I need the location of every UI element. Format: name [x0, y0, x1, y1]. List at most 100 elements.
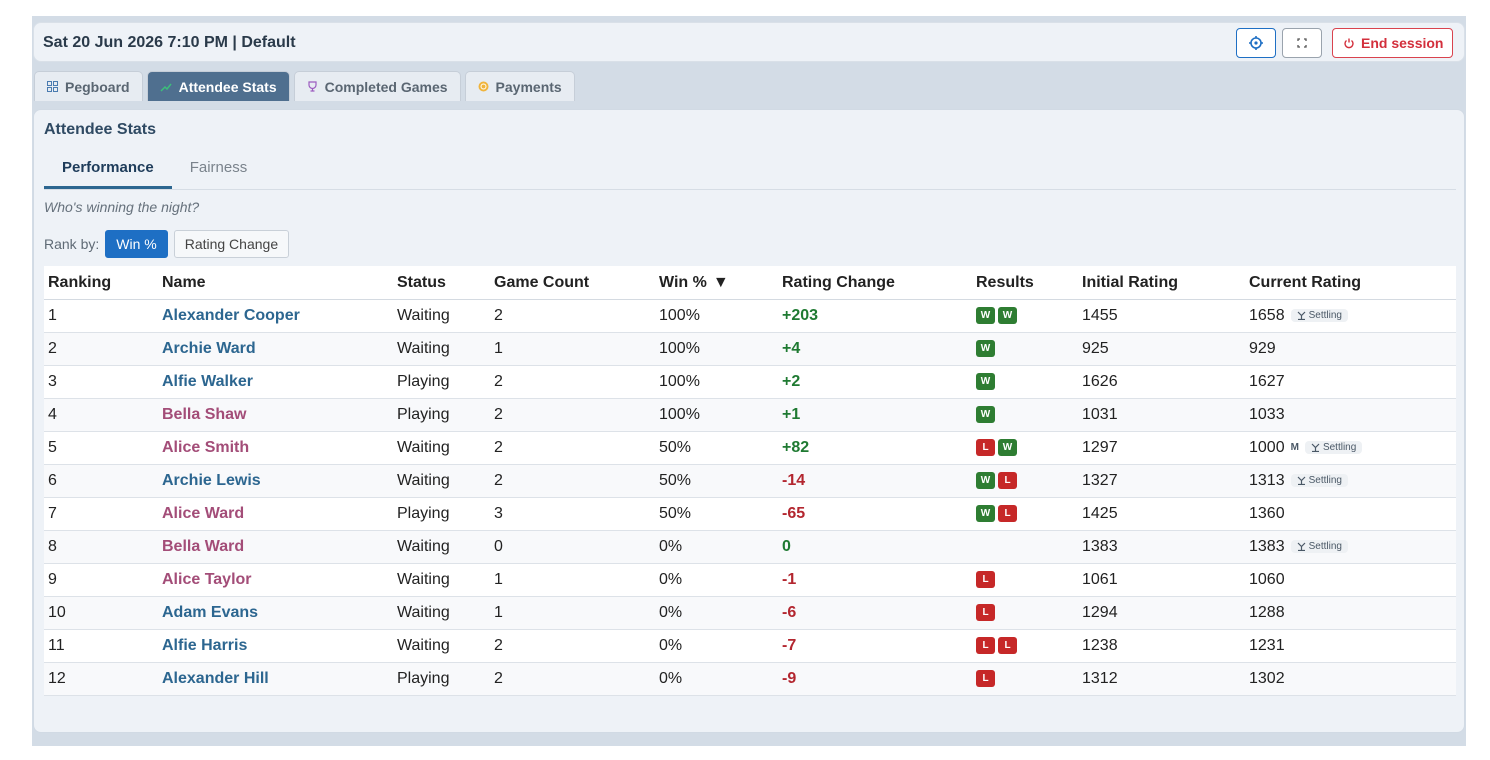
player-name[interactable]: Archie Lewis	[162, 472, 261, 489]
power-icon	[1344, 38, 1354, 49]
results-cell: L	[972, 662, 1078, 696]
game-count: 1	[490, 596, 655, 630]
player-row: 4 Bella Shaw Playing 2 100% +1 W 1031 1033	[44, 398, 1456, 432]
result-badge: W	[976, 472, 995, 490]
tab-label: Pegboard	[65, 78, 130, 95]
column-header[interactable]: Win % ▼	[655, 266, 778, 300]
player-name[interactable]: Alexander Hill	[162, 670, 269, 687]
subtab[interactable]: Fairness	[189, 159, 248, 176]
results-cell	[972, 530, 1078, 564]
current-cell: 1033	[1245, 398, 1456, 432]
ranking: 1	[44, 299, 158, 333]
rating-change: +203	[778, 299, 972, 333]
result-badge: L	[976, 571, 995, 589]
subtab[interactable]: Performance	[44, 150, 172, 189]
tab[interactable]: Pegboard	[34, 71, 143, 101]
win-percent: 0%	[655, 629, 778, 663]
initial-rating: 1383	[1078, 530, 1245, 564]
initial-rating: 1238	[1078, 629, 1245, 663]
end-session-button[interactable]: End session	[1332, 28, 1453, 58]
player-name[interactable]: Alexander Cooper	[162, 307, 300, 324]
rating-change: +1	[778, 398, 972, 432]
game-count: 2	[490, 464, 655, 498]
player-name[interactable]: Alice Taylor	[162, 571, 252, 588]
current-rating: 1313	[1249, 472, 1285, 489]
tab[interactable]: Attendee Stats	[146, 71, 290, 101]
game-count: 2	[490, 431, 655, 465]
current-rating: 1360	[1249, 505, 1285, 522]
current-rating: 1658	[1249, 307, 1285, 324]
column-header[interactable]: Results	[972, 266, 1078, 300]
current-cell: 1627	[1245, 365, 1456, 399]
column-header[interactable]: Rating Change	[778, 266, 972, 300]
initial-rating: 925	[1078, 332, 1245, 366]
rank-option[interactable]: Win %	[105, 230, 168, 258]
win-percent: 0%	[655, 596, 778, 630]
rating-change: -14	[778, 464, 972, 498]
player-name[interactable]: Alfie Walker	[162, 373, 253, 390]
rank-option[interactable]: Rating Change	[173, 230, 290, 258]
ranking: 9	[44, 563, 158, 597]
gear-icon	[1249, 36, 1263, 50]
name-cell: Alfie Walker	[158, 365, 393, 399]
status-badge: Settling	[1290, 540, 1348, 554]
win-percent: 50%	[655, 431, 778, 465]
status-badge-label: Settling	[1322, 442, 1357, 454]
win-percent: 100%	[655, 365, 778, 399]
player-name[interactable]: Bella Shaw	[162, 406, 247, 423]
subtab-bar: Performance Fairness	[44, 150, 1456, 190]
player-name[interactable]: Alice Smith	[162, 439, 250, 456]
results-cell: W	[972, 332, 1078, 366]
rating-change: -65	[778, 497, 972, 531]
ranking: 4	[44, 398, 158, 432]
player-name[interactable]: Bella Ward	[162, 538, 245, 555]
player-row: 5 Alice Smith Waiting 2 50% +82 L W 1297 1000 M Set…	[44, 431, 1456, 465]
fullscreen-button[interactable]	[1282, 28, 1322, 58]
column-header[interactable]: Game Count	[490, 266, 655, 300]
name-cell: Alexander Cooper	[158, 299, 393, 333]
player-name[interactable]: Alice Ward	[162, 505, 245, 522]
tab-label: Attendee Stats	[178, 78, 277, 95]
column-header[interactable]: Initial Rating	[1078, 266, 1245, 300]
column-header[interactable]: Status	[393, 266, 490, 300]
status-badge: Settling	[1304, 441, 1363, 455]
column-label: Results	[976, 273, 1034, 291]
ranking: 2	[44, 332, 158, 366]
name-cell: Adam Evans	[158, 596, 393, 630]
current-rating: 1302	[1249, 670, 1285, 687]
tab[interactable]: Payments	[464, 71, 575, 101]
game-count: 1	[490, 332, 655, 366]
player-name[interactable]: Archie Ward	[162, 340, 256, 357]
rating-change: 0	[778, 530, 972, 564]
column-header[interactable]: Current Rating	[1245, 266, 1456, 300]
column-label: Win %	[659, 273, 707, 291]
player-name[interactable]: Adam Evans	[162, 604, 259, 621]
column-header[interactable]: Ranking	[44, 266, 158, 300]
rating-change: -1	[778, 563, 972, 597]
initial-rating: 1455	[1078, 299, 1245, 333]
current-rating: 1060	[1249, 571, 1285, 588]
column-label: Initial Rating	[1082, 273, 1178, 291]
result-badge: W	[976, 406, 995, 424]
result-badge: W	[976, 307, 995, 325]
status: Playing	[393, 497, 490, 531]
name-cell: Alexander Hill	[158, 662, 393, 696]
game-count: 2	[490, 299, 655, 333]
player-name[interactable]: Alfie Harris	[162, 637, 248, 654]
table-head: Ranking Name Status Game Count Win % ▼ Rating …	[44, 266, 1456, 300]
tab-label: Payments	[495, 78, 562, 95]
rating-change: +4	[778, 332, 972, 366]
ranking: 6	[44, 464, 158, 498]
current-cell: 1313 Settling	[1245, 464, 1456, 498]
settings-button[interactable]	[1236, 28, 1276, 58]
rating-change: +2	[778, 365, 972, 399]
player-row: 7 Alice Ward Playing 3 50% -65 W L 1425 1360	[44, 497, 1456, 531]
session-title: Sat 20 Jun 2026 7:10 PM | Default	[43, 34, 296, 51]
tab[interactable]: Completed Games	[293, 71, 461, 101]
end-session-label: End session	[1361, 35, 1444, 51]
column-header[interactable]: Name	[158, 266, 393, 300]
initial-rating: 1327	[1078, 464, 1245, 498]
app-frame: Sat 20 Jun 2026 7:10 PM | Default End se…	[32, 16, 1466, 746]
